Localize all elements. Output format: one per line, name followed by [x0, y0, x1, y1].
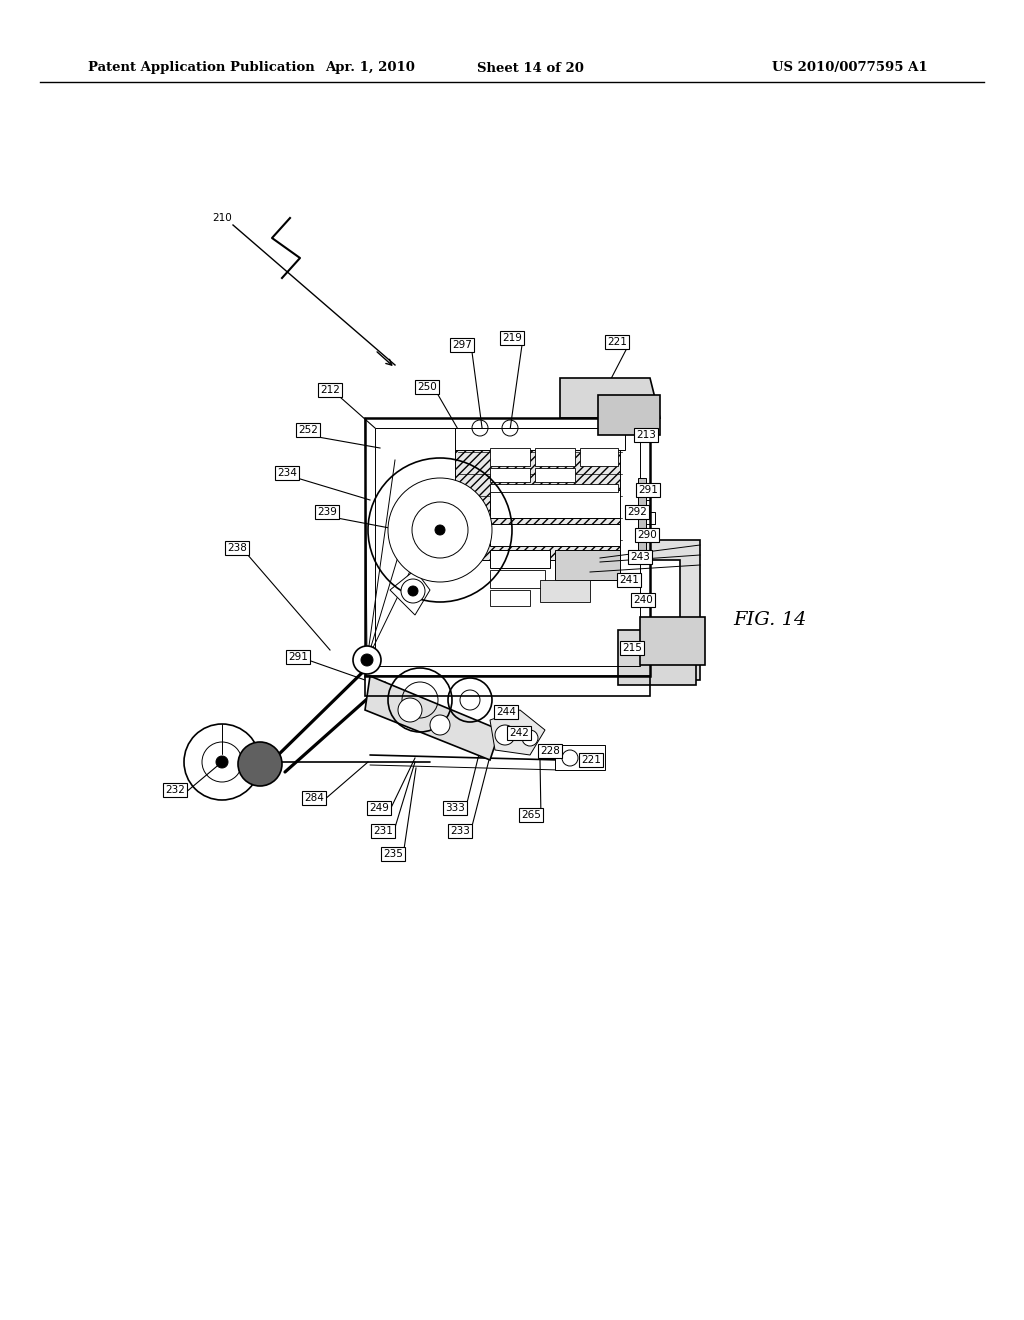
Polygon shape [490, 447, 530, 466]
Text: 233: 233 [451, 826, 470, 836]
Polygon shape [490, 524, 620, 546]
Circle shape [361, 653, 373, 667]
Text: 292: 292 [627, 507, 647, 517]
Text: 213: 213 [636, 430, 656, 440]
Text: 290: 290 [637, 531, 656, 540]
Text: 240: 240 [633, 595, 653, 605]
Text: 231: 231 [373, 826, 393, 836]
Polygon shape [535, 447, 575, 466]
Text: 242: 242 [509, 729, 529, 738]
Polygon shape [640, 616, 705, 665]
Circle shape [430, 715, 450, 735]
Text: Patent Application Publication: Patent Application Publication [88, 62, 314, 74]
Circle shape [398, 698, 422, 722]
Text: 238: 238 [227, 543, 247, 553]
Text: 239: 239 [317, 507, 337, 517]
Text: US 2010/0077595 A1: US 2010/0077595 A1 [772, 62, 928, 74]
Circle shape [401, 579, 425, 603]
Polygon shape [365, 676, 500, 760]
Polygon shape [640, 540, 700, 680]
Circle shape [216, 756, 228, 768]
Text: 297: 297 [452, 341, 472, 350]
Polygon shape [490, 484, 618, 492]
Polygon shape [555, 550, 620, 579]
Text: 234: 234 [278, 469, 297, 478]
Polygon shape [535, 469, 575, 482]
Text: 210: 210 [212, 213, 231, 223]
Polygon shape [455, 428, 625, 450]
Polygon shape [540, 579, 590, 602]
Text: 235: 235 [383, 849, 402, 859]
Polygon shape [490, 570, 545, 587]
Text: 221: 221 [607, 337, 627, 347]
Text: 221: 221 [581, 755, 601, 766]
Polygon shape [638, 478, 646, 550]
Polygon shape [455, 447, 620, 560]
Text: 243: 243 [630, 552, 650, 562]
Polygon shape [490, 550, 550, 568]
Polygon shape [580, 447, 618, 466]
Polygon shape [618, 630, 696, 685]
Polygon shape [560, 378, 660, 418]
Text: 232: 232 [165, 785, 185, 795]
Text: 212: 212 [321, 385, 340, 395]
Circle shape [238, 742, 282, 785]
Text: FIG. 14: FIG. 14 [733, 611, 807, 630]
Polygon shape [490, 590, 530, 606]
Polygon shape [390, 570, 430, 615]
Circle shape [495, 725, 515, 744]
Circle shape [435, 525, 445, 535]
Circle shape [388, 478, 492, 582]
Polygon shape [555, 744, 605, 770]
Text: Sheet 14 of 20: Sheet 14 of 20 [476, 62, 584, 74]
Text: 215: 215 [622, 643, 642, 653]
Text: 291: 291 [288, 652, 308, 663]
Text: 265: 265 [521, 810, 541, 820]
Polygon shape [598, 395, 660, 436]
Text: 249: 249 [369, 803, 389, 813]
Polygon shape [490, 710, 545, 755]
Text: Apr. 1, 2010: Apr. 1, 2010 [325, 62, 415, 74]
Text: 250: 250 [417, 381, 437, 392]
Circle shape [408, 586, 418, 597]
Text: 284: 284 [304, 793, 324, 803]
Text: 228: 228 [540, 746, 560, 756]
Text: 244: 244 [496, 708, 516, 717]
Circle shape [353, 645, 381, 675]
Polygon shape [490, 490, 620, 517]
Circle shape [522, 730, 538, 746]
Text: 291: 291 [638, 484, 658, 495]
Text: 219: 219 [502, 333, 522, 343]
Polygon shape [490, 469, 530, 482]
Text: 252: 252 [298, 425, 317, 436]
Text: 333: 333 [445, 803, 465, 813]
Text: 241: 241 [620, 576, 639, 585]
